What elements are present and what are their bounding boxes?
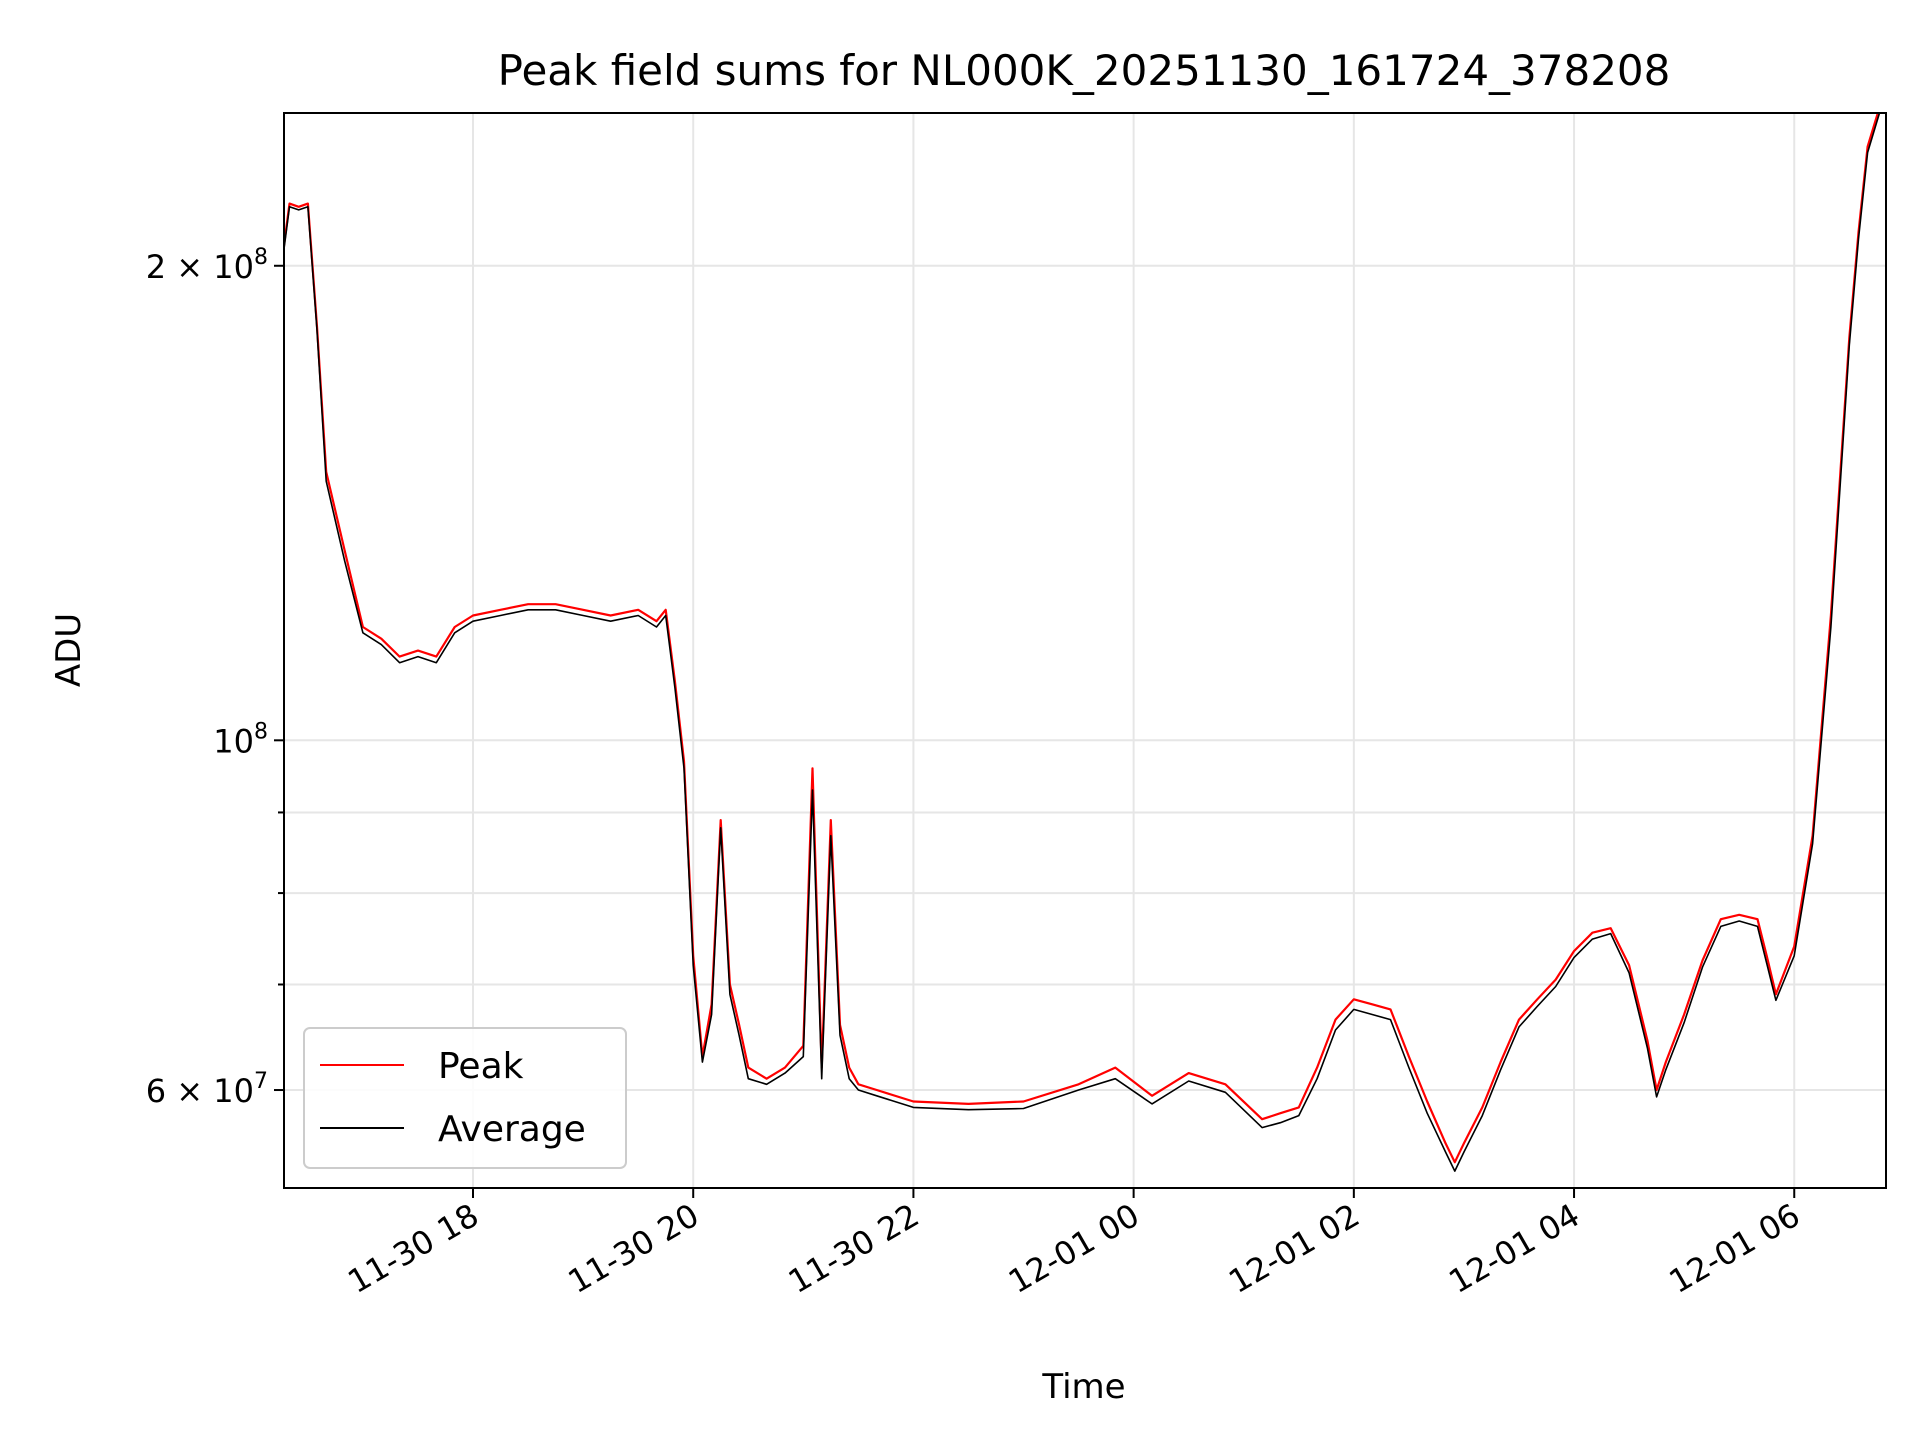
y-tick-label-base: 2 × 10: [146, 248, 254, 286]
series-line-peak: [284, 113, 1879, 1164]
series-line-average: [284, 113, 1881, 1172]
y-tick-label: 108: [213, 719, 268, 760]
y-tick-label: 6 × 107: [146, 1069, 268, 1110]
series-layer: [284, 113, 1881, 1172]
chart-title: Peak field sums for NL000K_20251130_1617…: [498, 46, 1671, 95]
y-tick-label-base: 10: [213, 722, 254, 760]
legend-box: [303, 1027, 627, 1169]
legend: Peak Average: [303, 1027, 627, 1169]
y-tick-label-exponent: 8: [254, 719, 268, 744]
plot-frame: [283, 112, 1887, 1189]
y-tick-label-base: 6 × 10: [146, 1072, 254, 1110]
grid: [284, 113, 1886, 1188]
y-tick-label: 2 × 108: [146, 245, 268, 286]
legend-label-average: Average: [438, 1109, 586, 1150]
y-tick-label-exponent: 8: [254, 245, 268, 270]
y-axis-label: ADU: [49, 613, 89, 687]
legend-label-peak: Peak: [438, 1046, 524, 1087]
y-tick-label-exponent: 7: [254, 1069, 268, 1094]
x-axis-label: Time: [1041, 1367, 1125, 1407]
